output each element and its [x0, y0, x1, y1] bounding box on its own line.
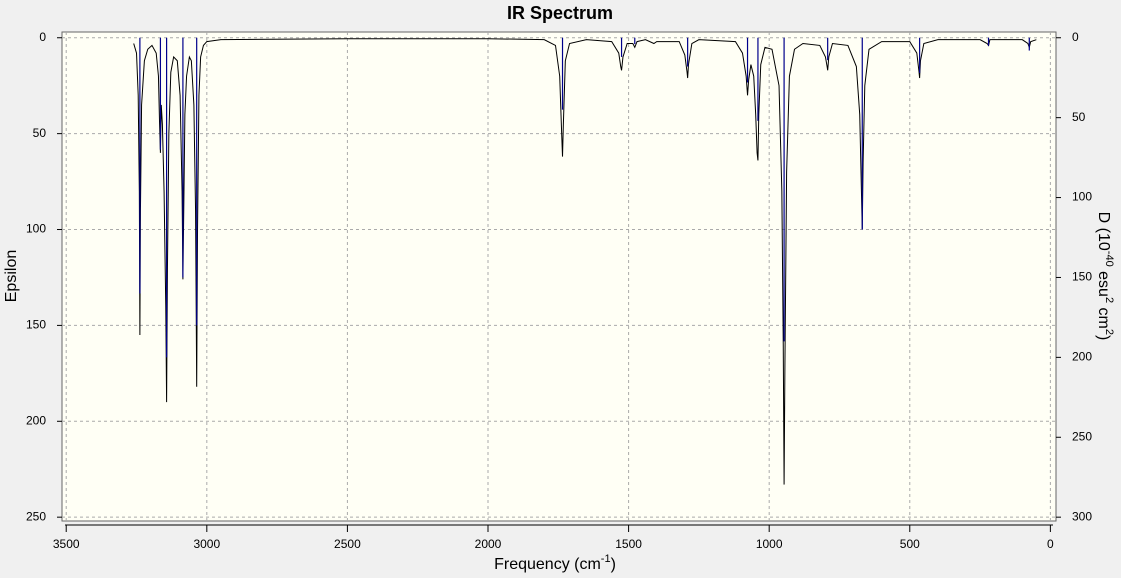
- x-axis-label-part: Frequency (cm: [494, 556, 601, 573]
- y2-tick-label: 300: [1072, 509, 1092, 523]
- y2-axis-label-part: 2: [1103, 297, 1115, 303]
- x-tick-label: 3500: [53, 537, 80, 551]
- y2-tick-label: 100: [1072, 190, 1092, 204]
- x-tick-label: 3000: [193, 537, 220, 551]
- y-tick-label: 0: [39, 30, 46, 44]
- y2-tick-label: 50: [1072, 110, 1086, 124]
- x-tick-label: 500: [900, 537, 920, 551]
- y2-axis-label-part: D (10: [1095, 212, 1112, 251]
- y-axis-label: Epsilon: [3, 250, 20, 302]
- plot-area: [61, 31, 1057, 522]
- x-axis-label-part: ): [611, 556, 616, 573]
- x-axis-label: Frequency (cm-1): [494, 553, 616, 573]
- y2-axis-label: D (10-40 esu2 cm2): [1095, 212, 1115, 341]
- x-tick-label: 0: [1047, 537, 1054, 551]
- y-tick-label: 200: [26, 413, 46, 427]
- y-tick-label: 50: [33, 126, 47, 140]
- x-tick-label: 2000: [475, 537, 502, 551]
- y2-axis-label-part: cm: [1095, 303, 1112, 329]
- y2-axis-label-part: -40: [1103, 251, 1115, 267]
- y2-axis-label-part: 2: [1103, 329, 1115, 335]
- y2-tick-label: 0: [1072, 30, 1079, 44]
- chart-title: IR Spectrum: [507, 3, 613, 23]
- y-tick-label: 150: [26, 318, 46, 332]
- y2-tick-label: 250: [1072, 429, 1092, 443]
- y2-tick-label: 150: [1072, 270, 1092, 284]
- y2-tick-label: 200: [1072, 350, 1092, 364]
- x-tick-label: 1000: [756, 537, 783, 551]
- y2-axis-label-part: ): [1095, 335, 1112, 340]
- y-tick-label: 100: [26, 222, 46, 236]
- y2-axis-label-part: esu: [1095, 267, 1112, 297]
- y-tick-label: 250: [26, 509, 46, 523]
- x-tick-label: 1500: [615, 537, 642, 551]
- x-axis-label-part: -1: [601, 553, 611, 565]
- x-tick-label: 2500: [334, 537, 361, 551]
